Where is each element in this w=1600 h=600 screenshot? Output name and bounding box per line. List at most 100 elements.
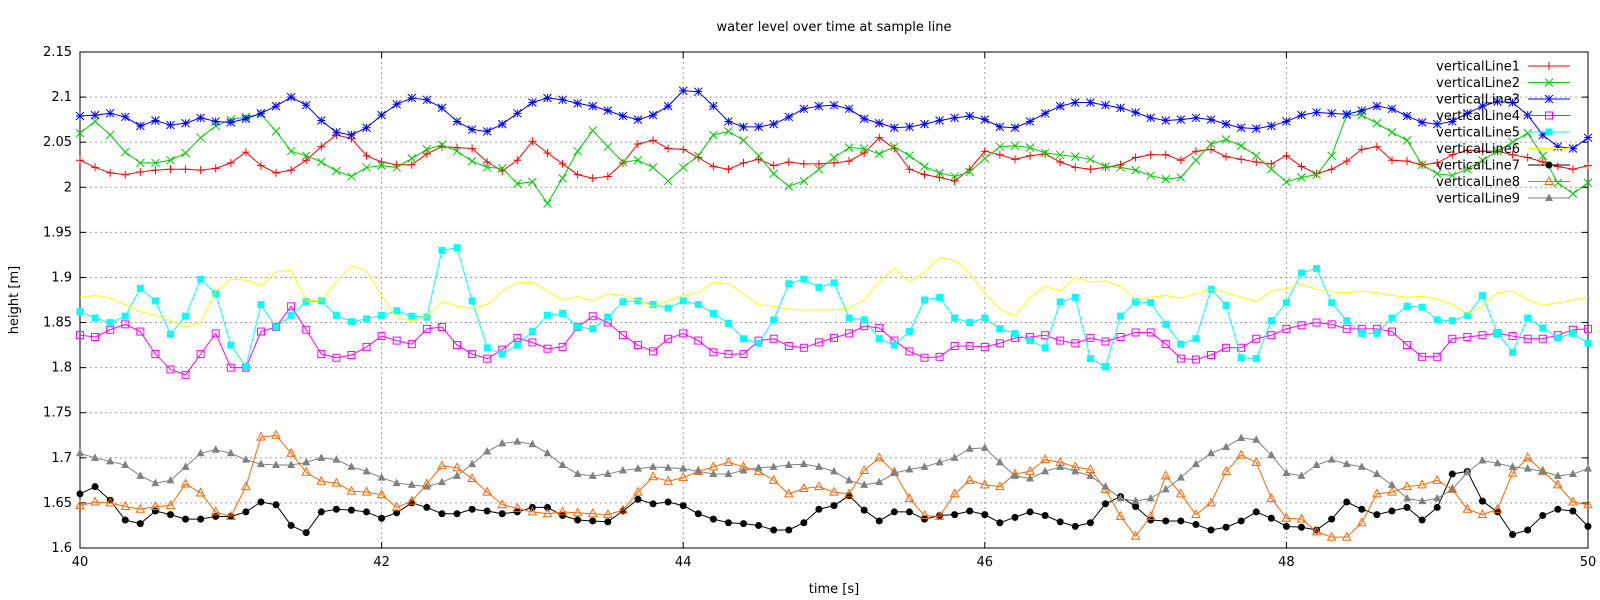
- data-point: [905, 122, 914, 132]
- data-point: [1508, 137, 1517, 147]
- data-point: [1545, 111, 1553, 120]
- data-point: [724, 350, 733, 359]
- data-point: [1297, 523, 1305, 531]
- data-point: [845, 329, 854, 338]
- data-point: [829, 486, 839, 496]
- data-point: [860, 149, 869, 158]
- data-point: [1478, 291, 1486, 299]
- data-point: [709, 515, 717, 523]
- data-point: [1237, 354, 1245, 362]
- data-point: [332, 166, 341, 176]
- data-point: [979, 479, 990, 489]
- x-tick-label: 42: [373, 555, 390, 570]
- data-point: [1493, 97, 1502, 106]
- data-point: [227, 341, 235, 349]
- data-point: [996, 519, 1004, 527]
- data-point: [1267, 514, 1275, 522]
- data-point: [136, 520, 144, 528]
- data-point: [1478, 497, 1486, 505]
- legend-item: verticalLine4: [1436, 109, 1570, 124]
- data-point: [1373, 329, 1381, 337]
- data-point: [965, 111, 975, 121]
- data-point: [76, 156, 84, 165]
- data-point: [769, 462, 778, 470]
- data-point: [875, 323, 884, 332]
- data-point: [468, 505, 476, 513]
- data-point: [574, 323, 582, 331]
- data-point: [1010, 155, 1019, 164]
- data-point: [197, 275, 205, 283]
- data-point: [1222, 152, 1231, 161]
- data-point: [1145, 510, 1156, 520]
- data-point: [1545, 128, 1553, 136]
- data-point: [1342, 324, 1351, 333]
- series-line: [79, 257, 1589, 328]
- data-point: [1026, 508, 1034, 516]
- data-point: [1328, 515, 1336, 523]
- series-verticalLine4: [76, 302, 1592, 379]
- data-point: [106, 325, 115, 334]
- data-point: [830, 158, 838, 167]
- data-point: [1568, 144, 1578, 153]
- data-point: [452, 462, 462, 472]
- data-point: [242, 363, 250, 371]
- data-point: [422, 145, 432, 154]
- data-point: [363, 315, 371, 323]
- data-point: [739, 350, 748, 359]
- data-point: [663, 101, 673, 111]
- data-point: [678, 472, 689, 482]
- data-point: [1403, 341, 1412, 350]
- data-point: [860, 480, 869, 488]
- data-point: [1432, 169, 1442, 179]
- data-point: [1341, 531, 1352, 541]
- series-line: [79, 90, 1589, 150]
- data-point: [755, 521, 763, 529]
- data-point: [301, 100, 311, 110]
- data-point: [377, 161, 386, 170]
- data-point: [408, 499, 416, 507]
- data-point: [512, 502, 523, 512]
- legend-label: verticalLine7: [1436, 159, 1520, 174]
- y-axis-label: height [m]: [7, 266, 22, 334]
- data-point: [151, 166, 160, 175]
- data-point: [1296, 513, 1307, 523]
- data-point: [920, 296, 928, 304]
- data-point: [587, 508, 598, 518]
- series-group: [75, 86, 1593, 541]
- data-point: [799, 176, 809, 186]
- data-point: [874, 149, 884, 159]
- y-tick-label: 1.75: [43, 406, 72, 421]
- data-point: [543, 199, 552, 208]
- data-point: [769, 169, 779, 179]
- data-point: [1523, 464, 1532, 472]
- data-point: [483, 507, 491, 515]
- data-point: [995, 339, 1004, 348]
- data-point: [483, 344, 491, 352]
- data-point: [468, 297, 476, 305]
- data-point: [166, 511, 174, 519]
- data-point: [196, 448, 205, 457]
- data-point: [226, 363, 235, 372]
- data-point: [1584, 464, 1592, 472]
- legend-label: verticalLine1: [1436, 60, 1520, 75]
- data-point: [1191, 155, 1201, 165]
- data-point: [1418, 303, 1426, 311]
- data-point: [1462, 503, 1473, 513]
- data-point: [378, 311, 386, 319]
- data-point: [317, 453, 326, 461]
- data-point: [528, 177, 537, 187]
- data-point: [91, 453, 100, 461]
- data-point: [830, 333, 838, 342]
- data-point: [166, 330, 174, 338]
- data-point: [769, 161, 778, 170]
- data-point: [180, 478, 191, 488]
- data-point: [151, 297, 159, 305]
- data-point: [1356, 517, 1367, 527]
- data-point: [1222, 442, 1231, 450]
- data-point: [784, 182, 794, 191]
- data-point: [664, 463, 673, 471]
- data-point: [1463, 332, 1472, 341]
- data-point: [151, 350, 160, 359]
- data-point: [528, 328, 536, 336]
- data-point: [693, 151, 703, 161]
